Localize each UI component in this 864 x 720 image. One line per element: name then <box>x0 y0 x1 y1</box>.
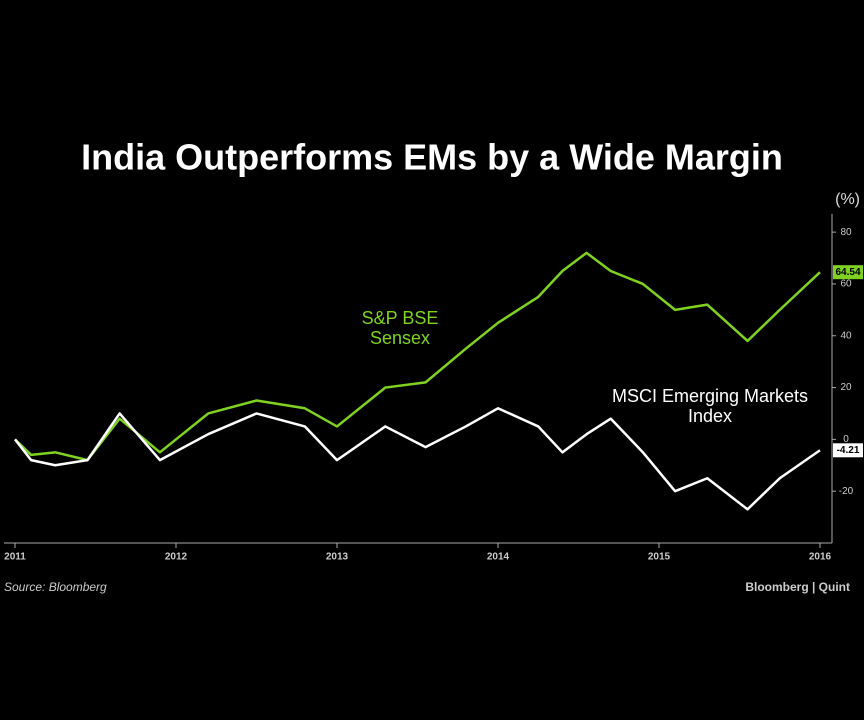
y-tick-label: 20 <box>840 382 852 393</box>
end-label-box <box>833 265 863 280</box>
end-label-box <box>833 443 863 458</box>
y-tick-label: 0 <box>843 434 849 445</box>
y-tick-label: -20 <box>839 486 854 497</box>
series-name: S&P BSE Sensex <box>361 308 439 348</box>
y-tick-label: 80 <box>840 227 852 238</box>
series-name: MSCI Emerging Markets Index <box>611 386 809 426</box>
chart-title: India Outperforms EMs by a Wide Margin <box>81 137 783 178</box>
x-tick-label: 2011 <box>4 552 26 563</box>
source: Source: Bloomberg <box>4 580 107 594</box>
y-tick-label: 40 <box>840 330 852 341</box>
end-label: 64.54 <box>835 267 860 278</box>
x-tick-label: 2012 <box>165 552 188 563</box>
end-label: -4.21 <box>837 445 860 456</box>
x-tick-label: 2016 <box>809 552 832 563</box>
series-line <box>14 251 821 462</box>
y-tick-label: 60 <box>840 279 852 290</box>
brand: Bloomberg | Quint <box>745 580 850 594</box>
y-axis-label: (%) <box>835 191 860 208</box>
series-line <box>14 407 821 511</box>
x-tick-label: 2013 <box>326 552 349 563</box>
x-tick-label: 2014 <box>487 552 510 563</box>
x-tick-label: 2015 <box>648 552 671 563</box>
